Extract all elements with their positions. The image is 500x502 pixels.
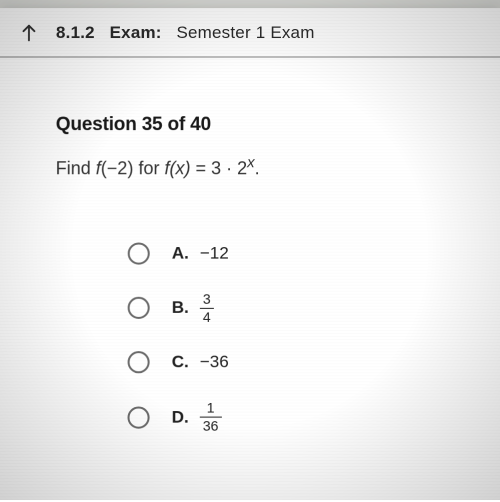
header-bar: 8.1.2 Exam: Semester 1 Exam xyxy=(0,8,500,58)
prompt-prefix: Find xyxy=(56,158,96,178)
answer-value: −36 xyxy=(200,353,229,373)
header-label: Exam: xyxy=(110,23,162,42)
answer-value: 1 36 xyxy=(200,401,222,434)
radio-icon[interactable] xyxy=(128,352,150,374)
answer-option[interactable]: C. −36 xyxy=(128,346,461,378)
answer-option[interactable]: B. 3 4 xyxy=(128,292,461,325)
quiz-screen: 8.1.2 Exam: Semester 1 Exam Question 35 … xyxy=(0,8,500,502)
header-title: 8.1.2 Exam: Semester 1 Exam xyxy=(56,23,315,43)
answer-letter: D. xyxy=(172,407,192,427)
fraction-denominator: 36 xyxy=(200,417,222,434)
prompt-mid: for xyxy=(133,158,164,178)
back-icon[interactable] xyxy=(18,22,40,44)
fraction-numerator: 3 xyxy=(200,292,214,308)
question-content: Question 35 of 40 Find f(−2) for f(x) = … xyxy=(0,58,500,476)
answer-letter: C. xyxy=(172,353,192,373)
header-code: 8.1.2 xyxy=(56,23,95,42)
radio-icon[interactable] xyxy=(128,406,150,428)
answer-option[interactable]: A. −12 xyxy=(128,238,461,270)
answers-list: A. −12 B. 3 4 C. −36 D. xyxy=(55,238,461,434)
answer-value: −12 xyxy=(200,244,229,264)
question-prompt: Find f(−2) for f(x) = 3 · 2x. xyxy=(56,154,461,179)
answer-option[interactable]: D. 1 36 xyxy=(127,401,460,434)
prompt-arg2: (x) xyxy=(169,158,190,178)
prompt-arg1: (−2) xyxy=(101,158,134,178)
prompt-sup: x xyxy=(247,154,255,171)
prompt-suffix: . xyxy=(255,158,260,178)
radio-icon[interactable] xyxy=(128,297,150,319)
radio-icon[interactable] xyxy=(128,243,150,265)
answer-letter: A. xyxy=(172,244,192,264)
header-exam-name: Semester 1 Exam xyxy=(176,23,314,42)
answer-value: 3 4 xyxy=(200,292,214,325)
fraction: 1 36 xyxy=(200,401,222,434)
fraction-numerator: 1 xyxy=(204,401,218,417)
fraction-denominator: 4 xyxy=(200,308,214,325)
fraction: 3 4 xyxy=(200,292,214,325)
question-heading: Question 35 of 40 xyxy=(56,114,461,136)
answer-letter: B. xyxy=(172,298,192,318)
prompt-eq: = 3 · 2 xyxy=(190,158,247,178)
